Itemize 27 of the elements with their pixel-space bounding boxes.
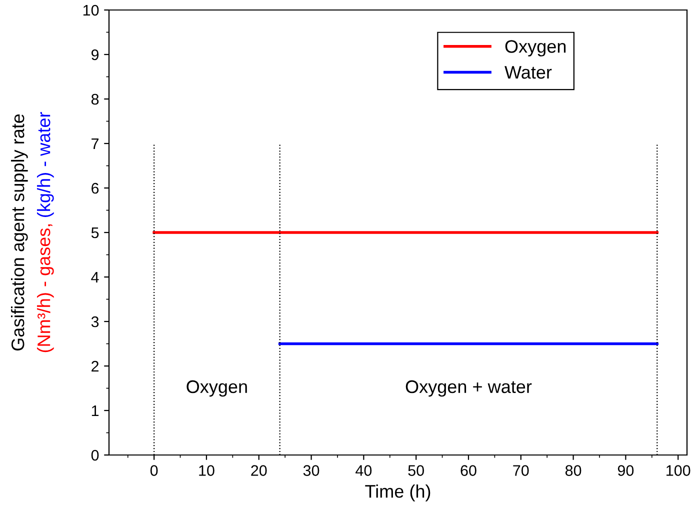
x-tick-label: 90 xyxy=(618,465,634,476)
y-tick-label: 3 xyxy=(91,316,99,328)
x-tick-label: 0 xyxy=(150,465,158,476)
annotation: Oxygen xyxy=(186,380,247,397)
y-tick-label: 1 xyxy=(92,406,99,416)
x-tick-label: 80 xyxy=(565,465,582,476)
y-tick-label: 6 xyxy=(92,182,99,194)
x-tick-label: 50 xyxy=(408,465,424,476)
x-axis-title: Time (h) xyxy=(365,484,430,502)
x-tick-label: 40 xyxy=(356,465,372,476)
y-tick-label: 0 xyxy=(91,450,99,461)
x-tick-label: 100 xyxy=(666,465,690,476)
x-tick-label: 30 xyxy=(303,465,320,476)
y-tick-label: 2 xyxy=(92,360,99,372)
y-tick-label: 10 xyxy=(83,4,99,16)
y-tick-label: 9 xyxy=(92,49,99,60)
y-tick-label: 4 xyxy=(91,272,99,283)
x-tick-label: 70 xyxy=(513,465,529,476)
y-tick-label: 7 xyxy=(92,138,99,150)
y-tick-label: 8 xyxy=(91,94,99,105)
x-tick-label: 10 xyxy=(199,465,214,476)
legend-label: Oxygen xyxy=(505,40,566,56)
x-tick-label: 60 xyxy=(460,465,476,476)
legend-label: Water xyxy=(504,66,552,79)
x-tick-label: 20 xyxy=(251,465,267,476)
y-tick-label: 5 xyxy=(91,228,99,238)
annotation: Oxygen + water xyxy=(406,380,532,397)
